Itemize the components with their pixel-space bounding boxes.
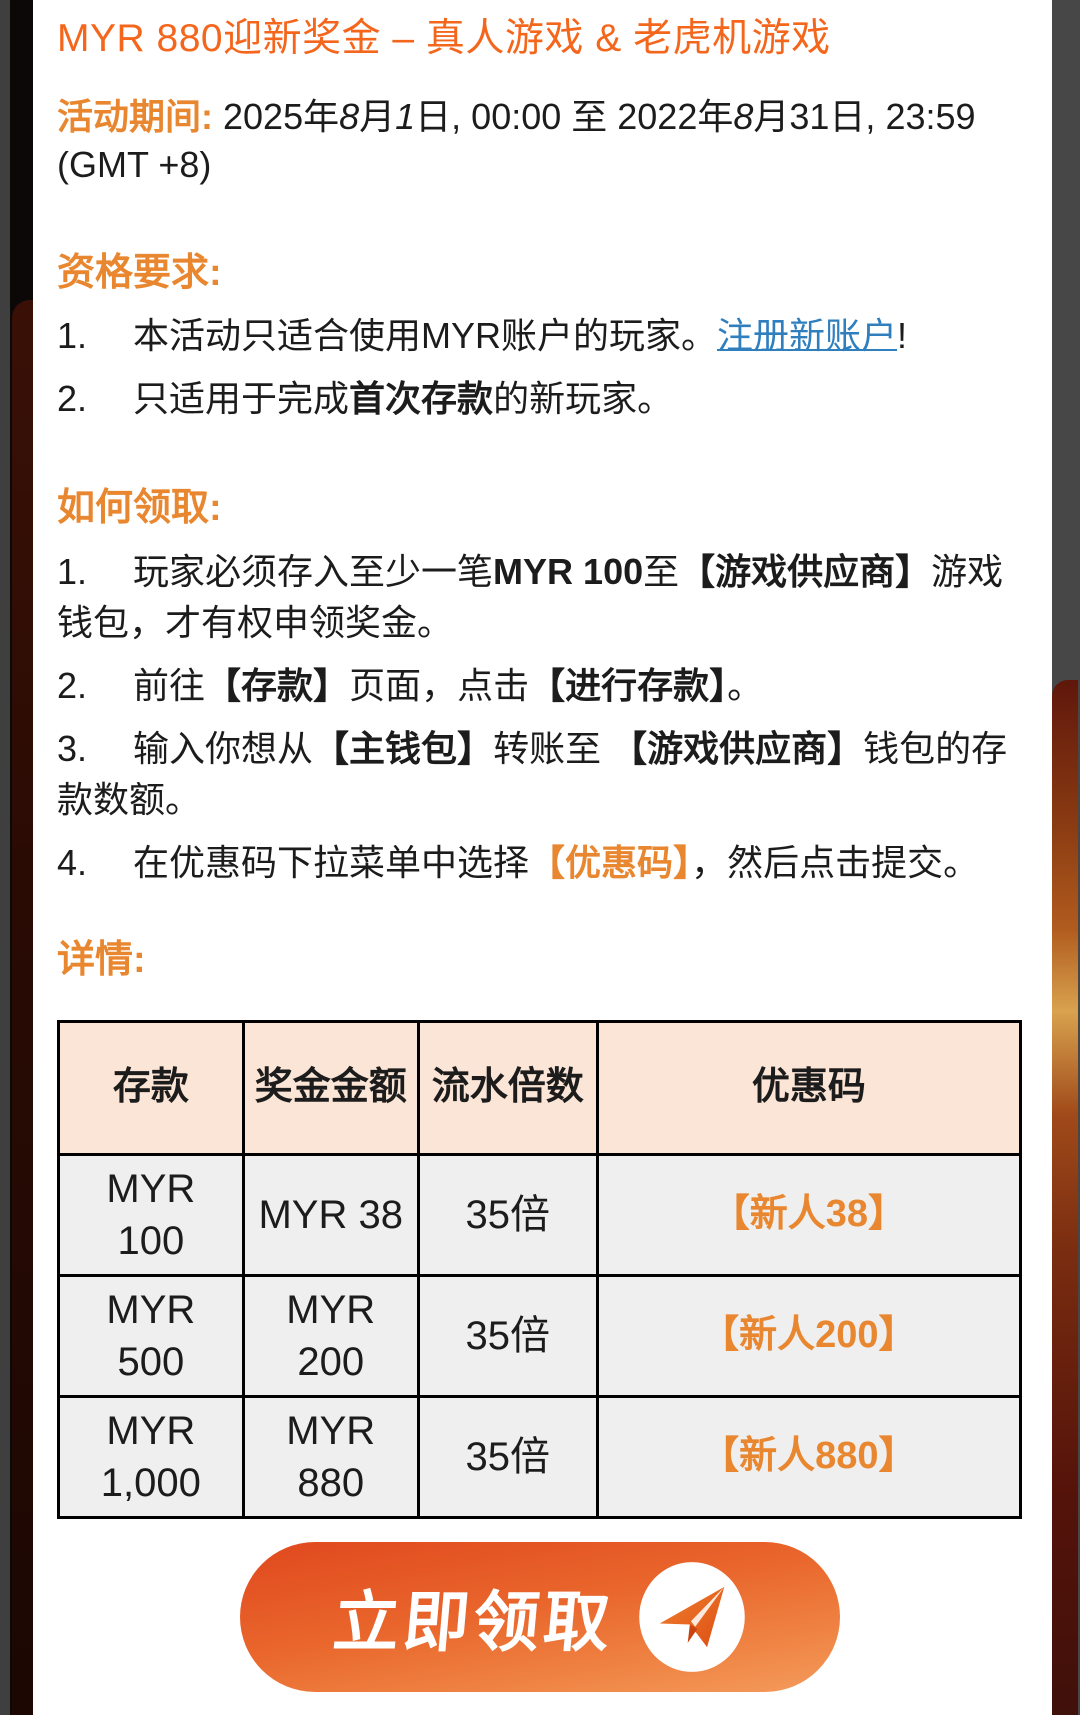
cell-turnover: 35倍: [416, 1273, 599, 1398]
text-segment: 日, 00:00 至 2022年: [415, 95, 734, 137]
promo-detail-panel: MYR 880迎新奖金 – 真人游戏 & 老虎机游戏 活动期间: 2025年8月…: [33, 0, 1052, 1715]
table-header-row: 存款 奖金金额 流水倍数 优惠码: [57, 1019, 1023, 1156]
section-details-heading: 详情:: [57, 939, 146, 982]
bonus-table: 存款 奖金金额 流水倍数 优惠码 MYR 100 MYR 38 35倍 【新人3…: [57, 1019, 1023, 1519]
item-number: 2.: [57, 664, 88, 706]
promo-period: 活动期间: 2025年8月1日, 00:00 至 2022年8月31日, 23:…: [57, 93, 1022, 189]
table-row: MYR 100 MYR 38 35倍 【新人38】: [57, 1152, 1023, 1277]
eligibility-item-text: 本活动只适合使用MYR账户的玩家。注册新账户!: [133, 315, 907, 356]
table-row: MYR 500 MYR 200 35倍 【新人200】: [57, 1273, 1023, 1398]
text-segment: 页面，点击: [349, 664, 530, 706]
cell-deposit: MYR 1,000: [57, 1394, 245, 1519]
text-segment: 本活动只适合使用MYR账户的玩家。: [133, 314, 718, 356]
text-segment: 玩家必须存入至少一笔: [133, 550, 494, 592]
cell-turnover: 35倍: [416, 1394, 599, 1519]
period-label: 活动期间:: [57, 95, 213, 137]
text-segment: 【进行存款】: [529, 664, 728, 706]
register-new-account-link[interactable]: 注册新账户: [717, 314, 898, 356]
header-promo-code: 优惠码: [595, 1019, 1023, 1156]
header-turnover: 流水倍数: [416, 1019, 599, 1156]
claim-step-text: 输入你想从【主钱包】转账至 【游戏供应商】钱包的存款数额。: [57, 728, 1007, 820]
text-segment: 只适用于完成: [133, 378, 350, 420]
cell-deposit: MYR 500: [57, 1273, 245, 1398]
table-row: MYR 1,000 MYR 880 35倍 【新人880】: [57, 1394, 1023, 1519]
eligibility-item-text: 只适用于完成首次存款的新玩家。: [133, 378, 673, 419]
claim-step-text: 玩家必须存入至少一笔MYR 100至【游戏供应商】游戏钱包，才有权申领奖金。: [57, 551, 1003, 643]
item-number: 1.: [57, 314, 88, 356]
text-segment: 【主钱包】: [313, 727, 494, 769]
text-segment: 8: [733, 95, 754, 137]
claim-step: 3. 输入你想从【主钱包】转账至 【游戏供应商】钱包的存款数额。: [57, 723, 1022, 825]
text-segment: ，然后点击提交。: [691, 842, 980, 884]
promo-title: MYR 880迎新奖金 – 真人游戏 & 老虎机游戏: [57, 17, 831, 60]
text-segment: 8: [339, 95, 360, 137]
claim-step-text: 前往【存款】页面，点击【进行存款】。: [133, 665, 763, 706]
claim-step: 4. 在优惠码下拉菜单中选择【优惠码】，然后点击提交。: [57, 837, 1022, 888]
text-segment: 。: [727, 664, 764, 706]
header-bonus-amount: 奖金金额: [241, 1019, 420, 1156]
text-segment: 月31日, 23:59 (GMT +8): [57, 95, 976, 185]
text-segment: 月: [359, 95, 396, 137]
eligibility-item: 1. 本活动只适合使用MYR账户的玩家。注册新账户!: [57, 310, 1022, 361]
claim-step: 2. 前往【存款】页面，点击【进行存款】。: [57, 660, 1022, 711]
text-segment: 【游戏供应商】: [611, 727, 864, 769]
claim-now-button[interactable]: 立即领取: [240, 1542, 840, 1692]
eligibility-item: 2. 只适用于完成首次存款的新玩家。: [57, 373, 1022, 424]
background-right-banner: [1052, 680, 1078, 1715]
cell-promo-code: 【新人38】: [595, 1152, 1023, 1277]
text-segment: 【优惠码】: [529, 842, 692, 884]
item-number: 1.: [57, 550, 88, 592]
claim-step-text: 在优惠码下拉菜单中选择【优惠码】，然后点击提交。: [133, 842, 979, 883]
text-segment: 钱包的存款数额。: [57, 727, 1008, 820]
text-segment: 转账至: [493, 727, 612, 769]
send-plane-icon: [639, 1562, 745, 1672]
text-segment: 1: [395, 95, 416, 137]
cell-bonus-amount: MYR 200: [241, 1273, 420, 1398]
cell-deposit: MYR 100: [57, 1152, 245, 1277]
cell-promo-code: 【新人880】: [595, 1394, 1023, 1519]
background-left-banner: [12, 300, 33, 1715]
text-segment: 至: [643, 550, 680, 592]
text-segment: !: [897, 314, 908, 356]
text-segment: 输入你想从: [133, 727, 314, 769]
claim-now-label: 立即领取: [330, 1585, 617, 1659]
text-segment: 【游戏供应商】: [679, 550, 932, 592]
text-segment: 2025年: [213, 95, 340, 137]
text-segment: 的新玩家。: [493, 378, 674, 420]
section-eligibility-heading: 资格要求:: [57, 251, 222, 294]
text-segment: 在优惠码下拉菜单中选择: [133, 842, 530, 884]
cell-bonus-amount: MYR 38: [241, 1152, 420, 1277]
section-how-to-claim-heading: 如何领取:: [57, 487, 222, 530]
claim-step: 1. 玩家必须存入至少一笔MYR 100至【游戏供应商】游戏钱包，才有权申领奖金。: [57, 546, 1022, 648]
text-segment: MYR 100: [493, 550, 644, 592]
header-deposit: 存款: [57, 1019, 245, 1156]
cell-bonus-amount: MYR 880: [241, 1394, 420, 1519]
item-number: 4.: [57, 842, 88, 884]
text-segment: 前往: [133, 664, 206, 706]
period-text: 2025年8月1日, 00:00 至 2022年8月31日, 23:59 (GM…: [57, 96, 976, 185]
text-segment: 【存款】: [205, 664, 350, 706]
item-number: 3.: [57, 727, 88, 769]
cell-turnover: 35倍: [416, 1152, 599, 1277]
text-segment: 游戏钱包，才有权申领奖金。: [57, 550, 1004, 643]
text-segment: 首次存款: [349, 378, 494, 420]
item-number: 2.: [57, 378, 88, 420]
cell-promo-code: 【新人200】: [595, 1273, 1023, 1398]
